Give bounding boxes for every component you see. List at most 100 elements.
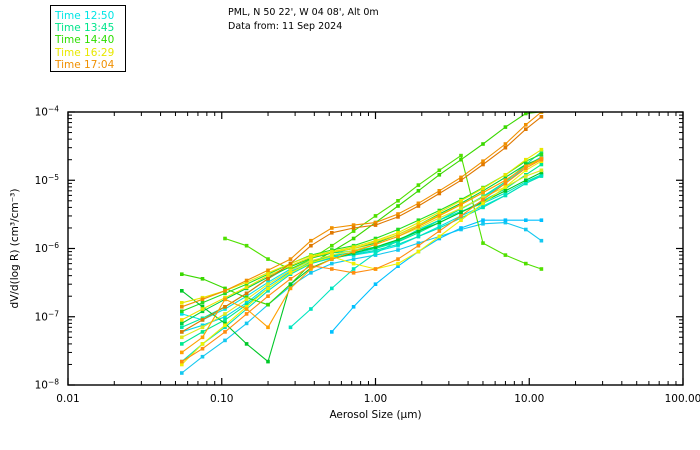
x-tick-label: 100.00	[665, 393, 700, 405]
series-marker	[330, 286, 334, 291]
x-tick-label: 0.01	[56, 393, 79, 405]
legend-item: Time 13:45	[55, 22, 115, 35]
series-marker	[373, 214, 378, 218]
series-marker	[539, 147, 544, 152]
series-marker	[180, 371, 184, 375]
series-marker	[330, 330, 334, 334]
series-marker	[539, 238, 544, 243]
series-marker	[524, 227, 528, 232]
series-marker	[481, 205, 485, 210]
series-marker	[200, 342, 205, 346]
series-marker	[503, 173, 508, 177]
series-marker	[200, 297, 205, 302]
series-marker	[524, 166, 528, 170]
series-marker	[524, 178, 528, 182]
series-line	[181, 175, 542, 363]
series-marker	[539, 157, 544, 162]
series-marker	[459, 202, 463, 207]
series-marker	[416, 249, 421, 254]
series-marker	[539, 152, 544, 157]
series-marker	[288, 282, 293, 286]
series-marker	[309, 267, 313, 271]
series-line	[181, 116, 542, 333]
series-marker	[180, 301, 184, 305]
series-marker	[416, 218, 421, 222]
series-marker	[373, 245, 378, 249]
series-marker	[200, 354, 205, 359]
series-marker	[373, 220, 378, 225]
x-axis-label: Aerosol Size (μm)	[329, 409, 421, 421]
series-marker	[244, 297, 249, 302]
series-marker	[244, 301, 249, 305]
series-marker	[223, 323, 227, 328]
series-marker	[524, 261, 528, 266]
series-marker	[330, 257, 334, 261]
series-marker	[180, 359, 184, 364]
legend: Time 12:50 Time 13:45 Time 14:40 Time 16:29…	[50, 5, 126, 72]
series-marker	[266, 273, 270, 278]
series-marker	[351, 261, 356, 266]
series-marker	[180, 342, 184, 346]
series-marker	[396, 212, 400, 216]
series-marker	[416, 204, 421, 208]
series-marker	[330, 226, 334, 230]
series-marker	[503, 220, 508, 225]
y-axis-label: dV/d(log R) (cm³/cm⁻³)	[9, 189, 21, 309]
series-marker	[524, 168, 528, 173]
series-marker	[223, 318, 227, 322]
series-marker	[266, 302, 270, 307]
series-marker	[351, 229, 356, 233]
series-marker	[539, 173, 544, 177]
series-marker	[481, 190, 485, 195]
series-line	[181, 157, 542, 324]
series-marker	[288, 268, 293, 273]
series-marker	[481, 162, 485, 167]
series-marker	[223, 325, 227, 330]
series-marker	[351, 236, 356, 241]
series-marker	[266, 277, 270, 281]
series-marker	[223, 338, 227, 343]
series-marker	[200, 318, 205, 322]
series-marker	[459, 199, 463, 203]
series-marker	[180, 335, 184, 340]
series-marker	[309, 271, 313, 275]
series-marker	[396, 199, 400, 203]
series-marker	[396, 264, 400, 268]
series-marker	[437, 226, 442, 230]
series-marker	[200, 305, 205, 309]
series-marker	[524, 157, 528, 162]
series-marker	[373, 282, 378, 286]
series-marker	[180, 312, 184, 316]
series-marker	[351, 249, 356, 254]
series-marker	[416, 241, 421, 245]
series-line	[181, 151, 542, 328]
series-marker	[200, 309, 205, 314]
series-marker	[223, 321, 227, 326]
axis-labels: 0.01 0.10 1.00 10.00 100.00 10−8 10−7 10−6 10−5 1…	[9, 105, 700, 422]
series-line	[181, 112, 542, 306]
series-marker	[266, 282, 270, 286]
series-marker	[309, 259, 313, 263]
series-marker	[539, 218, 544, 222]
header-location: PML, N 50 22', W 04 08', Alt 0m	[228, 7, 379, 18]
series-marker	[288, 271, 293, 275]
series-marker	[244, 342, 249, 346]
series-marker	[524, 174, 528, 178]
series-marker	[223, 312, 227, 316]
series-marker	[503, 125, 508, 129]
series-marker	[223, 286, 227, 291]
series-marker	[437, 236, 442, 241]
series-marker	[244, 302, 249, 307]
series-marker	[180, 321, 184, 326]
series-marker	[437, 210, 442, 214]
legend-item: Time 16:29	[55, 46, 115, 59]
series-marker	[180, 350, 184, 355]
series-marker	[437, 218, 442, 222]
legend-item: Time 17:04	[55, 58, 115, 71]
series-marker	[330, 254, 334, 259]
series-marker	[309, 255, 313, 260]
series-marker	[373, 267, 378, 271]
series-marker	[524, 164, 528, 169]
series-marker	[481, 197, 485, 202]
